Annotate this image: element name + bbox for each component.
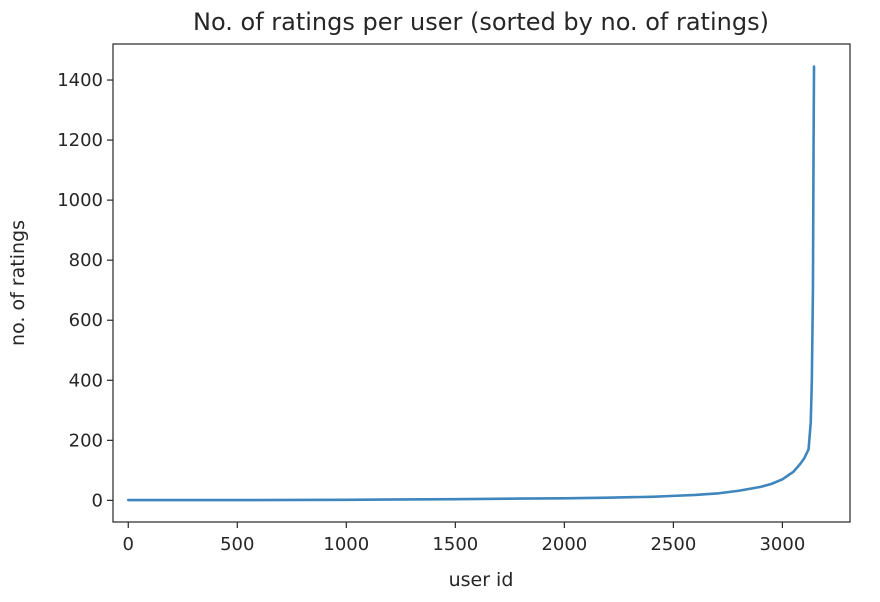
x-axis-label: user id [449, 569, 514, 591]
plot-frame [112, 43, 851, 523]
series-layer [126, 65, 816, 502]
x-axis: 0 500 1000 1500 2000 2500 3000 [123, 522, 805, 555]
y-axis-label: no. of ratings [7, 220, 29, 346]
x-tick-label: 1500 [432, 534, 478, 555]
series-line [126, 65, 816, 502]
x-tick-label: 1000 [323, 534, 369, 555]
y-tick-label: 1200 [57, 130, 103, 151]
y-tick-label: 600 [69, 310, 103, 331]
y-tick-label: 1400 [57, 70, 103, 91]
y-axis: 0 200 400 600 800 1000 1200 1400 [57, 70, 113, 511]
y-tick-label: 1000 [57, 190, 103, 211]
x-tick-label: 0 [123, 534, 134, 555]
x-tick-label: 3000 [759, 534, 805, 555]
y-tick-label: 800 [69, 250, 103, 271]
x-tick-label: 500 [220, 534, 254, 555]
plot-area [112, 43, 851, 523]
x-tick-label: 2500 [650, 534, 696, 555]
x-tick-label: 2000 [541, 534, 587, 555]
chart-title: No. of ratings per user (sorted by no. o… [193, 8, 769, 36]
y-tick-label: 0 [92, 490, 103, 511]
y-tick-label: 400 [69, 370, 103, 391]
y-tick-label: 200 [69, 430, 103, 451]
